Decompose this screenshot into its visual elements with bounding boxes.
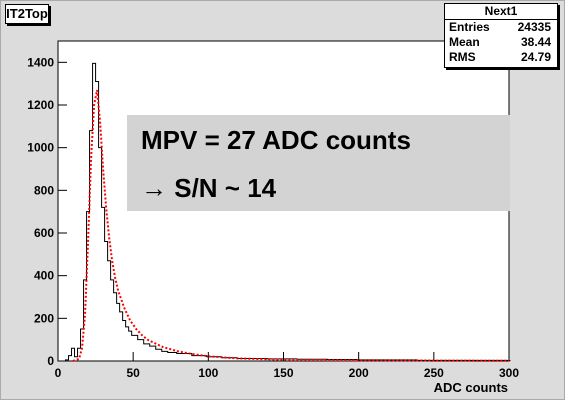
x-tick-label: 0 — [55, 366, 62, 380]
x-tick-label: 150 — [273, 366, 293, 380]
annotation-box: MPV = 27 ADC counts → S/N ~ 14 — [127, 115, 510, 211]
y-tick-label: 400 — [34, 269, 54, 283]
stats-label: Mean — [449, 35, 480, 49]
fit-series — [72, 89, 510, 362]
x-tick-label: 50 — [126, 366, 140, 380]
stats-label: Entries — [449, 20, 490, 34]
y-tick-label: 200 — [34, 311, 54, 325]
stats-box: Next1 Entries 24335 Mean 38.44 RMS 24.79 — [444, 3, 558, 68]
stats-label: RMS — [449, 50, 476, 64]
stats-row-entries: Entries 24335 — [445, 20, 557, 35]
x-tick-label: 100 — [198, 366, 218, 380]
stats-value: 24.79 — [520, 50, 551, 64]
histogram-title: IT2Top — [5, 4, 49, 24]
x-tick-label: 300 — [499, 366, 519, 380]
x-tick-label: 250 — [424, 366, 444, 380]
x-tick-label: 200 — [349, 366, 369, 380]
y-tick-label: 1200 — [27, 98, 54, 112]
stats-row-rms: RMS 24.79 — [445, 50, 557, 65]
y-tick-label: 1400 — [27, 55, 54, 69]
stats-value: 24335 — [517, 20, 551, 34]
axes: 0 50 100 150 200 250 300 0 200 400 600 800 1000 1200 1… — [27, 55, 519, 380]
stats-row-mean: Mean 38.44 — [445, 35, 557, 50]
y-tick-label: 800 — [34, 183, 54, 197]
stats-value: 38.44 — [520, 35, 551, 49]
y-tick-label: 600 — [34, 226, 54, 240]
annotation-mpv: MPV = 27 ADC counts — [141, 125, 411, 155]
y-tick-label: 1000 — [27, 141, 54, 155]
fit-curve — [72, 89, 510, 362]
stats-name: Next1 — [445, 4, 557, 20]
x-axis-label: ADC counts — [434, 380, 508, 395]
annotation-snr: → S/N ~ 14 — [141, 173, 277, 203]
y-tick-label: 0 — [47, 354, 54, 368]
